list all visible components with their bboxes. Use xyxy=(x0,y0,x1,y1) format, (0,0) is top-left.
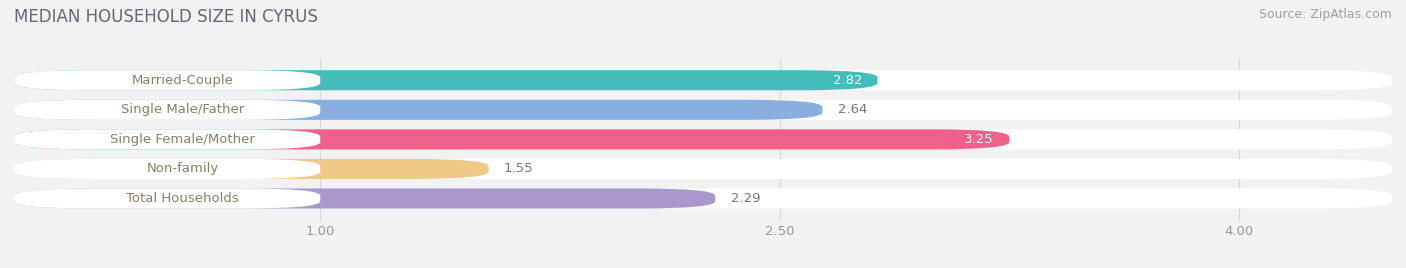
FancyBboxPatch shape xyxy=(14,159,321,179)
FancyBboxPatch shape xyxy=(14,188,716,209)
FancyBboxPatch shape xyxy=(14,188,321,209)
FancyBboxPatch shape xyxy=(14,129,1010,150)
FancyBboxPatch shape xyxy=(14,129,1392,150)
Text: Non-family: Non-family xyxy=(146,162,218,176)
FancyBboxPatch shape xyxy=(14,70,1392,90)
FancyBboxPatch shape xyxy=(14,100,1392,120)
FancyBboxPatch shape xyxy=(14,100,823,120)
FancyBboxPatch shape xyxy=(14,70,877,90)
Text: 3.25: 3.25 xyxy=(965,133,994,146)
FancyBboxPatch shape xyxy=(14,188,1392,209)
Text: Married-Couple: Married-Couple xyxy=(132,74,233,87)
Text: Single Female/Mother: Single Female/Mother xyxy=(110,133,254,146)
FancyBboxPatch shape xyxy=(14,100,321,120)
FancyBboxPatch shape xyxy=(14,159,489,179)
FancyBboxPatch shape xyxy=(14,159,1392,179)
Text: Single Male/Father: Single Male/Father xyxy=(121,103,245,116)
FancyBboxPatch shape xyxy=(14,129,321,150)
FancyBboxPatch shape xyxy=(14,70,321,90)
Text: 2.29: 2.29 xyxy=(731,192,761,205)
Text: 2.82: 2.82 xyxy=(832,74,862,87)
Text: Total Households: Total Households xyxy=(127,192,239,205)
Text: 1.55: 1.55 xyxy=(503,162,534,176)
Text: 2.64: 2.64 xyxy=(838,103,868,116)
Text: Source: ZipAtlas.com: Source: ZipAtlas.com xyxy=(1258,8,1392,21)
Text: MEDIAN HOUSEHOLD SIZE IN CYRUS: MEDIAN HOUSEHOLD SIZE IN CYRUS xyxy=(14,8,318,26)
